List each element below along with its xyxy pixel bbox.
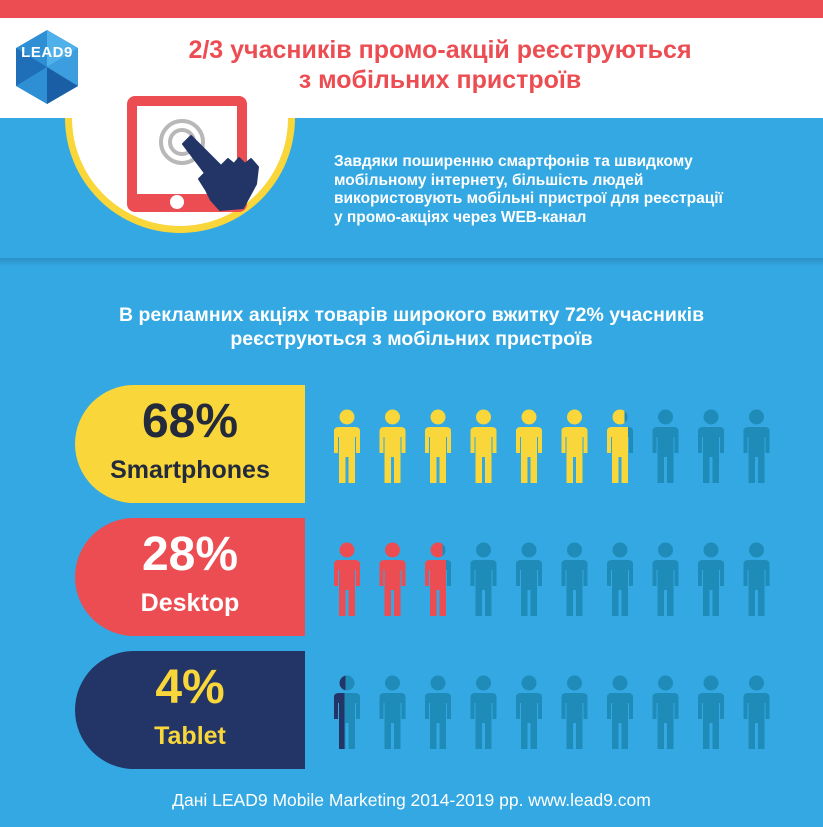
person-icon: [743, 675, 770, 749]
intro-line-2: мобільному інтернету, більшість людей: [334, 171, 644, 189]
section-subtitle: В рекламних акціях товарів широкого вжит…: [30, 303, 793, 351]
page-title: 2/3 учасників промо-акцій реєструються з…: [100, 35, 780, 95]
person-icon: [425, 675, 451, 749]
logo-text: LEAD9: [21, 44, 73, 61]
title-line-1: 2/3 учасників промо-акцій реєструються: [188, 36, 692, 64]
smartphones-people-row: [334, 409, 770, 483]
desktop-stat-pill: 28% Desktop: [75, 518, 305, 636]
intro-line-3: використовують мобільні пристрої для реє…: [334, 190, 723, 207]
desktop-people-row: [334, 542, 770, 616]
person-icon: [425, 409, 451, 483]
person-icon: [379, 675, 406, 749]
person-icon: [561, 675, 588, 749]
person-icon: [334, 409, 360, 483]
title-line-2: з мобільних пристроїв: [298, 66, 582, 94]
subtitle-line-2: реєструються з мобільних пристроїв: [230, 328, 593, 350]
person-icon: [607, 542, 633, 616]
person-icon: [425, 542, 451, 616]
person-icon: [470, 675, 497, 749]
person-icon: [698, 409, 724, 483]
person-icon: [607, 409, 633, 483]
person-icon: [516, 675, 542, 749]
lead9-logo: [16, 30, 78, 104]
person-icon: [470, 409, 497, 483]
person-icon: [652, 409, 679, 483]
intro-paragraph: Завдяки поширенню смартфонів та швидкому…: [334, 153, 804, 227]
desktop-label: Desktop: [140, 589, 240, 617]
person-icon: [698, 675, 724, 749]
desktop-percent: 28%: [141, 528, 239, 581]
tablet-label: Tablet: [154, 722, 226, 750]
subtitle-line-1: В рекламних акціях товарів широкого вжит…: [118, 304, 705, 326]
person-icon: [561, 409, 588, 483]
person-icon: [379, 409, 406, 483]
person-icon: [652, 675, 679, 749]
tablet-touch-illustration: [65, 96, 295, 233]
smartphones-stat-pill: 68% Smartphones: [75, 385, 305, 503]
intro-line-4: у промо-акціях через WEB-канал: [334, 208, 587, 226]
tablet-percent: 4%: [155, 661, 225, 714]
smartphones-label: Smartphones: [110, 456, 270, 484]
person-icon: [561, 542, 588, 616]
footer-source: Дані LEAD9 Mobile Marketing 2014-2019 рр…: [172, 790, 651, 810]
person-icon: [470, 542, 497, 616]
person-icon: [516, 409, 542, 483]
person-icon: [334, 542, 360, 616]
person-icon: [334, 675, 360, 749]
person-icon: [698, 542, 724, 616]
tablet-stat-pill: 4% Tablet: [75, 651, 305, 769]
person-icon: [743, 542, 770, 616]
person-icon: [516, 542, 542, 616]
smartphones-percent: 68%: [141, 395, 239, 448]
person-icon: [743, 409, 770, 483]
intro-line-1: Завдяки поширенню смартфонів та швидкому: [334, 153, 693, 170]
band-shadow: [0, 258, 823, 266]
person-icon: [652, 542, 679, 616]
person-icon: [379, 542, 406, 616]
tablet-people-row: [334, 675, 770, 749]
person-icon: [607, 675, 633, 749]
top-stripe: [0, 0, 823, 18]
